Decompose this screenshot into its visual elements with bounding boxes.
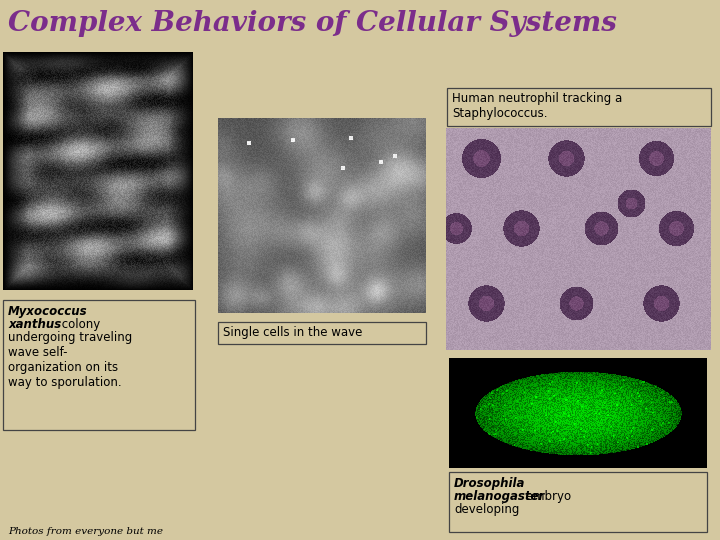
Text: xanthus: xanthus [8,318,61,331]
FancyBboxPatch shape [218,322,426,344]
Text: Drosophila: Drosophila [454,477,526,490]
Text: Complex Behaviors of Cellular Systems: Complex Behaviors of Cellular Systems [8,10,617,37]
FancyBboxPatch shape [3,300,195,430]
FancyBboxPatch shape [449,472,707,532]
Text: colony: colony [58,318,100,331]
Text: Single cells in the wave: Single cells in the wave [223,326,362,339]
Text: Myxococcus: Myxococcus [8,305,88,318]
Text: embryo: embryo [522,490,571,503]
Text: Human neutrophil tracking a
Staphylococcus.: Human neutrophil tracking a Staphylococc… [452,92,622,120]
FancyBboxPatch shape [447,88,711,126]
Text: undergoing traveling
wave self-
organization on its
way to sporulation.: undergoing traveling wave self- organiza… [8,331,132,389]
Text: Photos from everyone but me: Photos from everyone but me [8,527,163,536]
Text: developing: developing [454,503,519,516]
Text: melanogaster: melanogaster [454,490,545,503]
